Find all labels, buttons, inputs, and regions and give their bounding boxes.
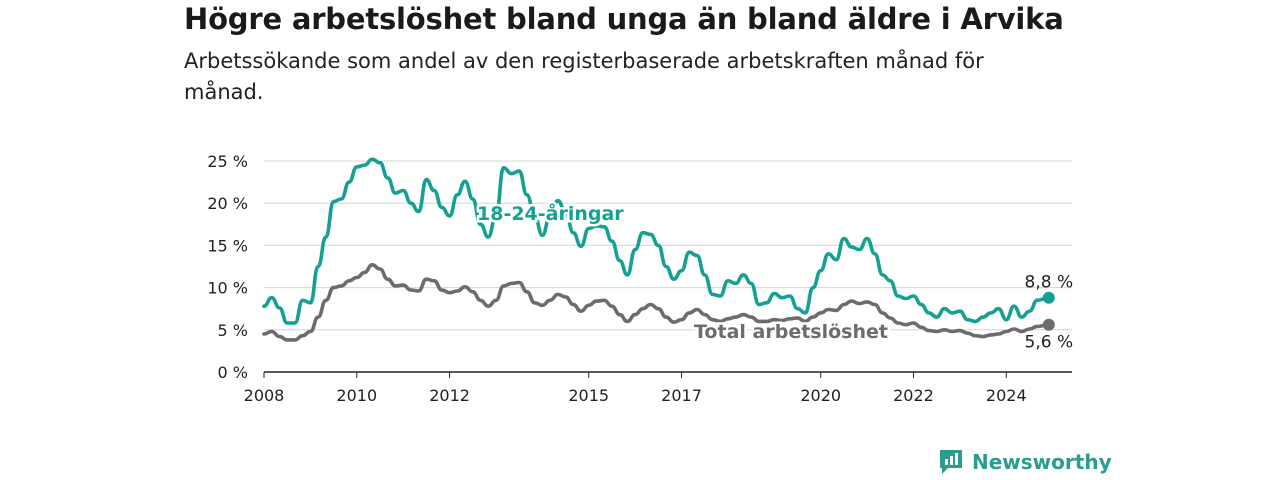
x-axis-ticks: 2008 2010 2012 2015 2017 2020 2022 2024 (244, 372, 1027, 405)
x-tick-label: 2020 (800, 386, 841, 405)
x-tick-label: 2024 (986, 386, 1027, 405)
newsworthy-logo: Newsworthy (938, 448, 1112, 476)
y-tick-label: 15 % (207, 236, 248, 255)
chart-subtitle: Arbetssökande som andel av den registerb… (184, 49, 984, 104)
y-axis-ticks: 0 % 5 % 10 % 15 % 20 % 25 % (207, 152, 248, 382)
series-end-dot (1042, 318, 1055, 331)
x-tick-label: 2012 (429, 386, 470, 405)
y-tick-label: 5 % (218, 321, 248, 340)
y-tick-label: 25 % (207, 152, 248, 171)
x-tick-label: 2017 (661, 386, 702, 405)
x-tick-label: 2010 (336, 386, 377, 405)
chart-title: Högre arbetslöshet bland unga än bland ä… (184, 2, 1064, 36)
series-lines (262, 157, 1055, 342)
series-line (262, 263, 1051, 342)
series-line (262, 157, 1051, 325)
end-value-youth: 8,8 % (1025, 273, 1074, 293)
series-label-youth: 18-24-åringar (477, 201, 624, 225)
x-tick-label: 2022 (893, 386, 934, 405)
series-label-total: Total arbetslöshet (694, 321, 888, 343)
brand-name: Newsworthy (972, 450, 1112, 474)
y-tick-label: 0 % (218, 363, 248, 382)
end-value-total: 5,6 % (1025, 333, 1074, 353)
series-labels: 18-24-åringar Total arbetslöshet 8,8 % 5,6 … (475, 199, 1074, 353)
y-tick-label: 10 % (207, 279, 248, 298)
y-tick-label: 20 % (207, 194, 248, 213)
x-tick-label: 2015 (568, 386, 609, 405)
grid-lines (264, 160, 1072, 373)
x-tick-label: 2008 (244, 386, 285, 405)
bar-chart-logo-icon (940, 450, 962, 474)
series-end-dot (1042, 291, 1055, 304)
